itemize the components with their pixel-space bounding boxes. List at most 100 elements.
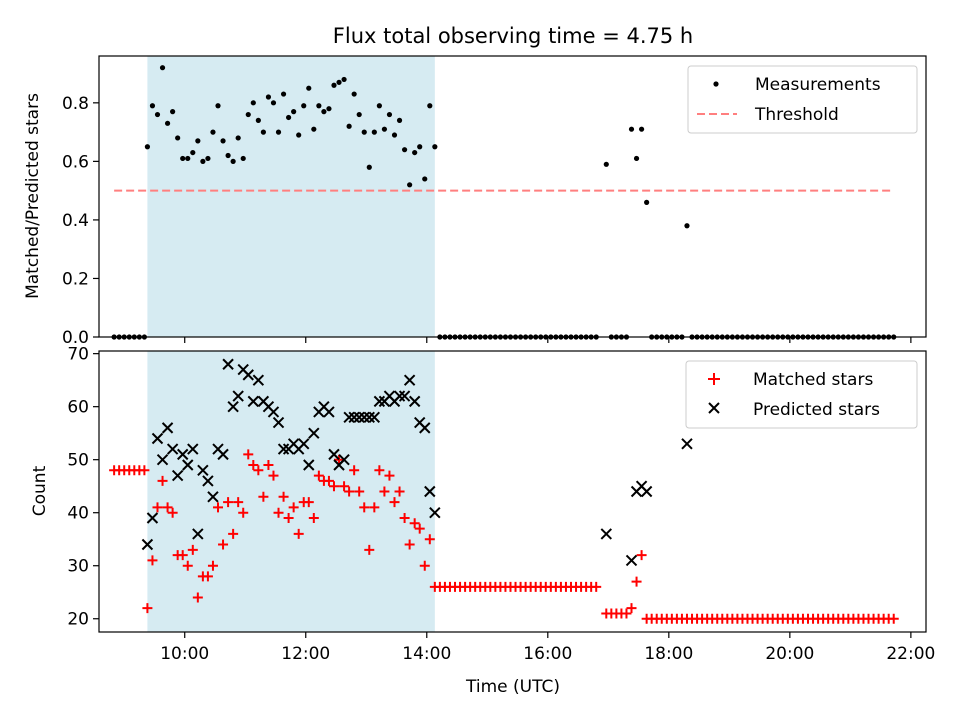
predicted-stars-point [363, 411, 375, 423]
measurements-point [628, 126, 635, 132]
predicted-stars-point [227, 400, 239, 413]
legend-swatch-measurements [713, 81, 719, 87]
bottom-x-ticks: 10:00 12:00 14:00 16:00 18:00 20:00 22:00 [160, 632, 935, 664]
measurements-point [149, 103, 156, 109]
x-tick-label: 18:00 [644, 644, 693, 664]
predicted-stars-point [187, 443, 199, 455]
measurements-point [144, 144, 151, 150]
predicted-stars-point [640, 485, 653, 498]
matched-stars-point [288, 502, 299, 513]
x-tick-label: 10:00 [160, 644, 209, 664]
matched-stars-point [152, 502, 163, 513]
measurements-point [396, 117, 403, 123]
top-observing-window-shade [147, 56, 435, 337]
measurements-point [280, 91, 287, 97]
measurements-point [401, 147, 408, 153]
matched-stars-point [404, 539, 415, 550]
predicted-stars-point [232, 390, 244, 402]
predicted-stars-point [166, 443, 179, 455]
measurements-point [432, 144, 438, 150]
predicted-stars-point [303, 459, 315, 471]
predicted-stars-point [161, 422, 174, 434]
matched-stars-point [157, 475, 168, 486]
matched-stars-point [202, 571, 213, 582]
measurements-point [230, 158, 236, 164]
matched-stars-point [142, 603, 153, 614]
measurements-point [371, 129, 377, 135]
measurements-point [351, 91, 357, 97]
measurements-point [235, 135, 241, 141]
bottom-legend-box [685, 360, 918, 429]
matched-stars-point [626, 603, 637, 614]
matched-stars-point [263, 459, 274, 470]
matched-stars-point [228, 528, 239, 539]
predicted-stars-point [373, 395, 386, 408]
matched-stars-point [253, 465, 264, 476]
matched-stars-point [389, 497, 400, 508]
matched-stars-point [409, 518, 420, 529]
measurements-point [326, 106, 332, 112]
matched-stars-point [354, 486, 365, 497]
predicted-stars-point [323, 406, 335, 418]
measurements-point [321, 109, 327, 115]
matched-stars-point [268, 470, 279, 481]
predicted-stars-point [419, 422, 431, 434]
measurements-point [306, 85, 312, 91]
top-legend: Measurements Threshold [687, 65, 918, 134]
predicted-stars-point [242, 369, 254, 381]
measurements-point [286, 114, 292, 121]
matched-stars-point [344, 486, 355, 497]
matched-stars-point [399, 513, 410, 524]
bottom-y-tick-label: 70 [67, 345, 89, 365]
predicted-stars-point [368, 411, 381, 423]
measurements-point [638, 126, 645, 132]
measurements-point [633, 155, 640, 162]
predicted-stars-point [681, 438, 693, 450]
measurements-point [250, 100, 256, 106]
matched-stars-point [369, 502, 380, 513]
predicted-stars-point [298, 438, 310, 450]
predicted-stars-point [308, 427, 320, 439]
measurements-point [210, 129, 216, 135]
bottom-y-tick-label: 20 [67, 610, 89, 630]
measurements-point [265, 94, 272, 100]
measurements-point [381, 126, 388, 132]
measurements-point [417, 144, 423, 150]
measurements-point [154, 111, 161, 118]
matched-stars-point [192, 592, 203, 603]
matched-stars-point [323, 475, 334, 486]
measurements-point [180, 155, 186, 162]
predicted-stars-point [151, 432, 164, 445]
measurements-point [200, 158, 206, 164]
measurements-point [255, 117, 261, 123]
predicted-stars-point [217, 448, 229, 461]
chart-title: Flux total observing time = 4.75 h [333, 24, 693, 48]
matched-stars-point [278, 491, 289, 502]
matched-stars-point [339, 481, 350, 492]
matched-stars-point [308, 513, 319, 524]
matched-stars-point [223, 497, 234, 508]
top-y-tick-label: 0.4 [62, 211, 89, 231]
bottom-y-tick-label: 60 [67, 398, 89, 418]
predicted-stars-point [393, 390, 406, 402]
top-y-tick-label: 0.8 [62, 94, 89, 114]
matched-stars-point [621, 608, 632, 619]
predicted-stars-point [146, 512, 159, 524]
matched-stars-point [359, 502, 370, 513]
predicted-stars-point [600, 528, 613, 540]
predicted-stars-point [197, 464, 209, 476]
matched-stars-point [888, 613, 899, 624]
top-y-tick-label: 0.2 [62, 269, 89, 289]
matched-stars-point [636, 550, 647, 561]
predicted-stars-point [408, 395, 421, 408]
predicted-stars-point [192, 528, 204, 540]
bottom-panel: 20 30 40 50 60 70 10:00 12:00 14:00 16:00 18:00 20… [30, 345, 935, 697]
measurements-point [170, 109, 176, 115]
predicted-stars-point [267, 406, 280, 418]
measurements-point [159, 65, 166, 71]
predicted-stars-point [353, 411, 365, 423]
measurements-point [220, 138, 226, 144]
predicted-stars-point [277, 443, 290, 455]
measurements-point [316, 103, 322, 109]
matched-stars-point [238, 507, 249, 518]
